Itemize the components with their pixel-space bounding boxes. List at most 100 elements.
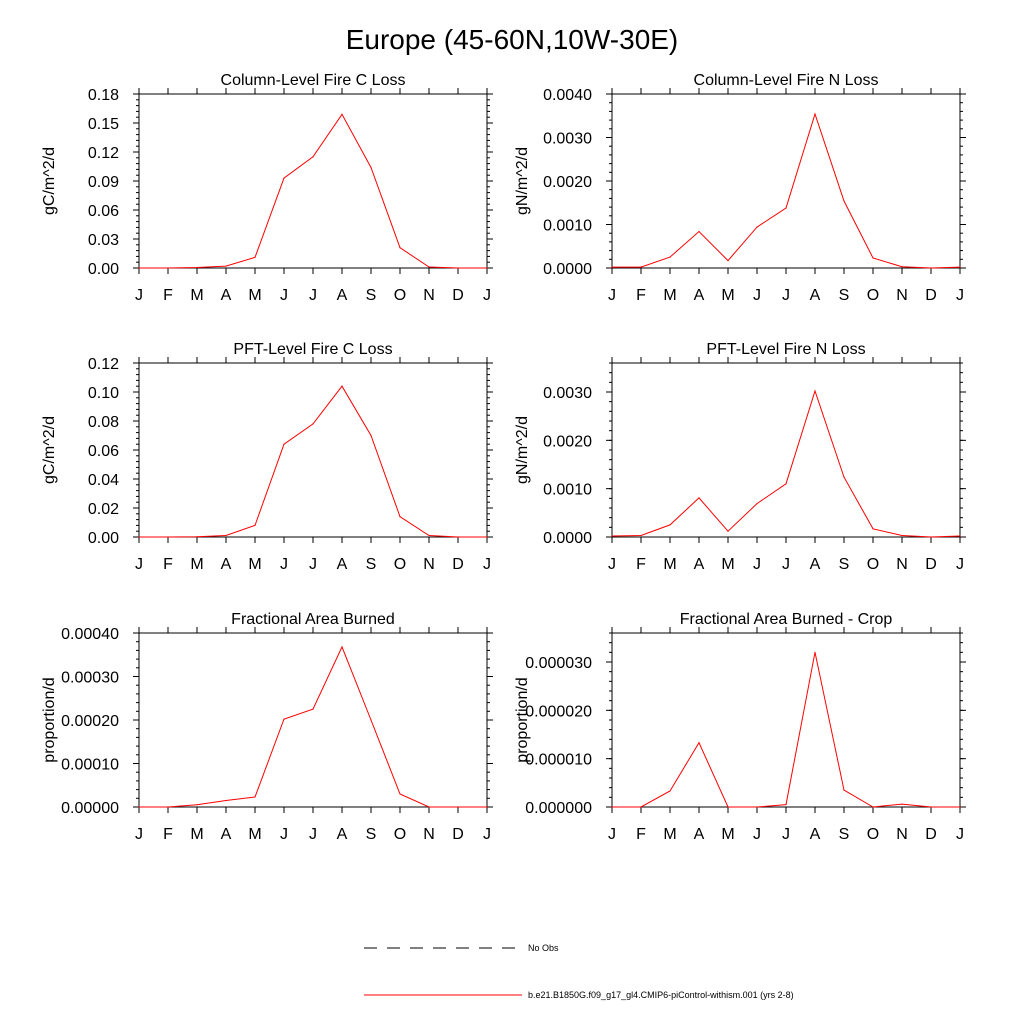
data-point xyxy=(872,806,874,808)
panel-title: Column-Level Fire C Loss xyxy=(221,72,406,89)
x-tick-label: J xyxy=(280,556,288,573)
data-point xyxy=(167,536,169,538)
x-tick-label: S xyxy=(366,826,377,843)
data-point xyxy=(756,806,758,808)
panel-title: PFT-Level Fire N Loss xyxy=(706,341,865,358)
data-point xyxy=(428,806,430,808)
data-point xyxy=(669,256,671,258)
x-tick-label: A xyxy=(337,287,348,304)
legend-label: No Obs xyxy=(528,943,559,953)
data-point xyxy=(640,806,642,808)
x-tick-label: A xyxy=(221,826,232,843)
data-point xyxy=(225,265,227,267)
data-point xyxy=(901,266,903,268)
x-tick-label: J xyxy=(280,287,288,304)
panel-title: PFT-Level Fire C Loss xyxy=(233,341,392,358)
y-axis-label: gN/m^2/d xyxy=(514,147,531,215)
y-axis-label: gN/m^2/d xyxy=(514,416,531,484)
data-point xyxy=(312,156,314,158)
y-tick-label: 0.00020 xyxy=(61,713,119,730)
x-tick-label: N xyxy=(896,287,908,304)
x-tick-label: J xyxy=(753,556,761,573)
plot-frame xyxy=(138,93,488,269)
data-point xyxy=(611,535,613,537)
data-point xyxy=(457,806,459,808)
y-tick-label: 0.000030 xyxy=(525,655,592,672)
x-tick-label: J xyxy=(280,826,288,843)
x-tick-label: J xyxy=(483,556,491,573)
x-tick-label: J xyxy=(782,826,790,843)
x-tick-label: D xyxy=(452,287,464,304)
x-tick-label: J xyxy=(309,556,317,573)
x-tick-label: A xyxy=(221,556,232,573)
data-point xyxy=(756,226,758,228)
x-tick-label: O xyxy=(867,287,879,304)
data-point xyxy=(225,799,227,802)
x-tick-label: F xyxy=(163,826,173,843)
data-point xyxy=(254,256,256,258)
x-tick-label: M xyxy=(721,826,734,843)
panel-title: Column-Level Fire N Loss xyxy=(694,72,879,89)
y-tick-label: 0.0010 xyxy=(543,482,592,499)
x-tick-label: A xyxy=(221,287,232,304)
data-point xyxy=(785,207,787,209)
data-point xyxy=(814,390,816,392)
x-tick-label: S xyxy=(839,826,850,843)
y-tick-label: 0.0000 xyxy=(543,530,592,547)
data-point xyxy=(486,267,488,269)
y-axis-label: gC/m^2/d xyxy=(41,147,58,215)
x-tick-label: J xyxy=(956,556,964,573)
y-tick-label: 0.0030 xyxy=(543,385,592,402)
x-tick-label: D xyxy=(925,287,937,304)
data-point xyxy=(428,534,430,537)
y-tick-label: 0.09 xyxy=(88,174,119,191)
data-point xyxy=(399,516,401,518)
x-tick-label: M xyxy=(248,287,261,304)
x-tick-label: N xyxy=(423,556,435,573)
y-tick-label: 0.0010 xyxy=(543,218,592,235)
data-point xyxy=(901,534,903,537)
data-point xyxy=(167,267,169,269)
x-tick-label: M xyxy=(721,556,734,573)
data-point xyxy=(698,742,700,744)
panel-title: Fractional Area Burned - Crop xyxy=(680,611,893,628)
data-point xyxy=(872,257,874,259)
x-tick-label: J xyxy=(309,287,317,304)
x-tick-label: A xyxy=(694,287,705,304)
data-point xyxy=(486,536,488,538)
x-tick-label: S xyxy=(839,287,850,304)
data-point xyxy=(756,503,758,505)
data-point xyxy=(341,646,343,648)
x-tick-label: N xyxy=(896,556,908,573)
data-point xyxy=(640,266,642,268)
x-tick-label: M xyxy=(190,556,203,573)
y-tick-label: 0.12 xyxy=(88,356,119,373)
series-line-1 xyxy=(139,113,487,269)
data-point xyxy=(457,267,459,269)
data-point xyxy=(283,718,285,720)
x-tick-label: F xyxy=(636,826,646,843)
y-tick-label: 0.000010 xyxy=(525,752,592,769)
data-point xyxy=(930,806,932,808)
x-tick-label: D xyxy=(925,826,937,843)
x-tick-label: O xyxy=(394,826,406,843)
data-point xyxy=(283,443,285,445)
x-tick-label: M xyxy=(248,556,261,573)
x-tick-label: J xyxy=(135,556,143,573)
x-tick-label: M xyxy=(663,556,676,573)
series-line-1 xyxy=(612,112,961,269)
y-tick-label: 0.02 xyxy=(88,501,119,518)
data-point xyxy=(611,806,613,808)
y-tick-label: 0.15 xyxy=(88,116,119,133)
x-tick-label: J xyxy=(135,826,143,843)
y-axis-label: proportion/d xyxy=(514,677,531,762)
series-line-1 xyxy=(611,389,961,538)
plot-frame xyxy=(611,362,961,538)
legend: No Obs b.e21.B1850G.f09_g17_gl4.CMIP6-piC… xyxy=(364,943,794,1000)
data-point xyxy=(370,166,372,169)
data-point xyxy=(669,524,671,526)
